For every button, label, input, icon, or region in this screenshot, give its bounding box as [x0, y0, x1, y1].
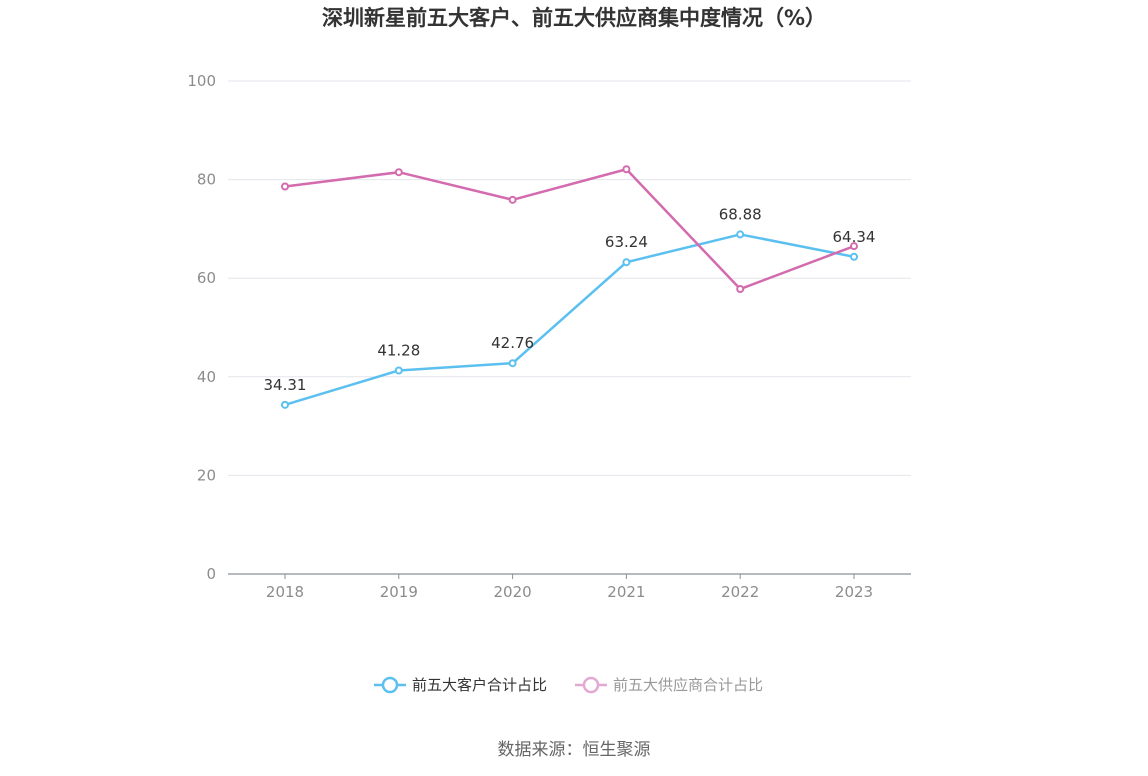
- legend-marker-icon: [381, 676, 399, 694]
- y-tick-label: 100: [187, 72, 216, 90]
- series-1-point: [394, 366, 403, 375]
- series-1-point: [508, 359, 517, 368]
- x-tick-label: 2021: [607, 583, 645, 601]
- x-tick-label: 2022: [721, 583, 759, 601]
- series-2-point: [850, 242, 858, 251]
- data-label: 63.24: [605, 233, 648, 251]
- x-tick-label: 2020: [494, 583, 532, 601]
- series-1-point: [850, 252, 858, 261]
- legend[interactable]: 前五大客户合计占比 前五大供应商合计占比: [374, 676, 763, 694]
- x-tick-label: 2019: [380, 583, 418, 601]
- y-tick-label: 60: [197, 269, 216, 287]
- series-lines: [281, 165, 858, 409]
- series-2-point: [508, 195, 517, 204]
- y-tick-label: 80: [197, 171, 216, 189]
- data-label: 41.28: [377, 341, 420, 359]
- data-label: 68.88: [719, 205, 762, 223]
- data-label: 42.76: [491, 334, 534, 352]
- x-tick-label: 2023: [835, 583, 873, 601]
- grid-lines: [228, 80, 911, 476]
- chart-title: 深圳新星前五大客户、前五大供应商集中度情况（%）: [322, 6, 826, 30]
- data-label: 34.31: [264, 376, 307, 394]
- series-2-point: [281, 182, 289, 191]
- y-tick-label: 20: [197, 466, 216, 484]
- legend-label: 前五大客户合计占比: [412, 676, 547, 694]
- series-2-point: [394, 168, 403, 177]
- data-label: 64.34: [833, 228, 876, 246]
- x-tick-label: 2018: [266, 583, 304, 601]
- data-labels: 34.31 41.28 42.76 63.24 68.88 64.34: [264, 205, 876, 393]
- y-tick-label: 0: [206, 565, 216, 583]
- legend-item-1[interactable]: 前五大客户合计占比: [374, 676, 547, 694]
- legend-item-2[interactable]: 前五大供应商合计占比: [575, 676, 763, 694]
- series-1-point: [736, 230, 745, 239]
- series-1-point: [281, 400, 289, 409]
- axes: 0 20 40 60 80 100 2018 2019 2020 2021 2022 2023: [187, 72, 911, 601]
- source-note: 数据来源：恒生聚源: [498, 740, 651, 760]
- legend-label: 前五大供应商合计占比: [613, 676, 763, 694]
- series-line-1: [283, 233, 856, 407]
- series-2-point: [622, 165, 631, 174]
- series-1-point: [622, 258, 631, 267]
- y-tick-label: 40: [197, 368, 216, 386]
- series-line-2: [283, 167, 856, 291]
- series-2-point: [736, 285, 745, 294]
- legend-marker-icon: [582, 676, 600, 694]
